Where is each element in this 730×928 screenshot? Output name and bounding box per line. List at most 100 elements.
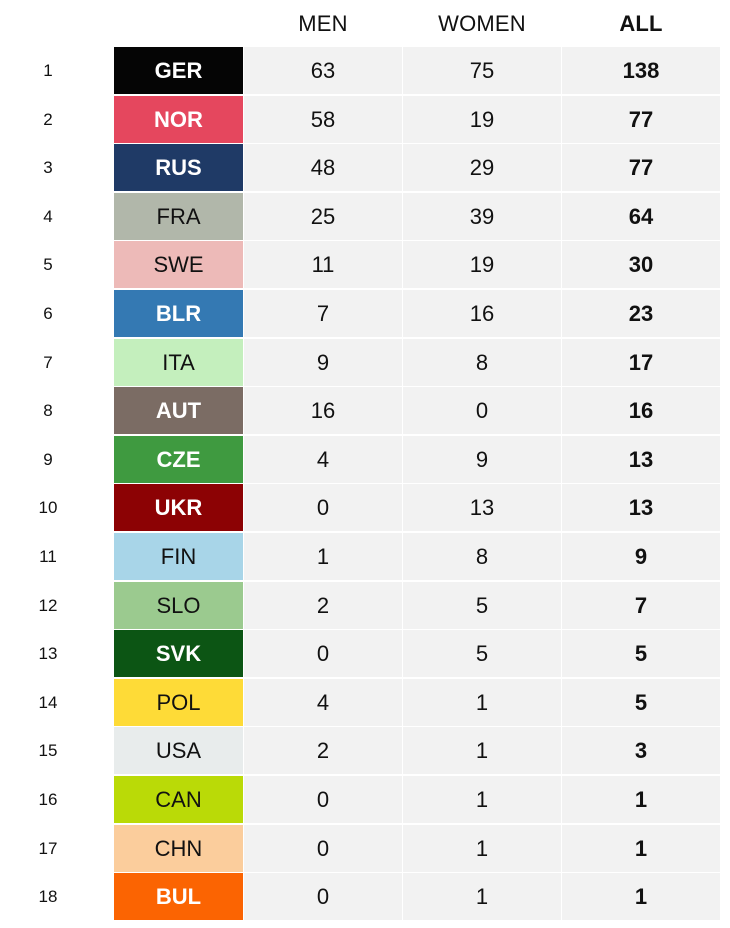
women-value: 1 bbox=[403, 776, 561, 823]
country-cell: SWE bbox=[114, 241, 243, 289]
men-value: 48 bbox=[244, 144, 402, 192]
all-value: 1 bbox=[562, 824, 720, 872]
country-cell: BUL bbox=[114, 873, 243, 921]
women-value: 19 bbox=[403, 241, 561, 289]
men-value: 1 bbox=[244, 533, 402, 580]
table-row: 3 RUS 48 29 77 bbox=[0, 144, 730, 192]
country-cell: FRA bbox=[114, 192, 243, 240]
men-value: 0 bbox=[244, 484, 402, 532]
men-value: 4 bbox=[244, 678, 402, 726]
rank-number: 12 bbox=[38, 595, 58, 615]
rank-number: 2 bbox=[43, 109, 53, 129]
women-value: 1 bbox=[403, 727, 561, 775]
header-women: WOMEN bbox=[438, 11, 526, 36]
women-value: 0 bbox=[403, 387, 561, 435]
women-value: 1 bbox=[403, 873, 561, 921]
country-cell: CZE bbox=[114, 435, 243, 483]
all-value: 7 bbox=[562, 581, 720, 629]
country-cell: BLR bbox=[114, 290, 243, 337]
all-value: 23 bbox=[562, 290, 720, 337]
women-value: 8 bbox=[403, 533, 561, 580]
women-value: 5 bbox=[403, 581, 561, 629]
table-row: 2 NOR 58 19 77 bbox=[0, 95, 730, 144]
table-row: 11 FIN 1 8 9 bbox=[0, 533, 730, 581]
country-cell: POL bbox=[114, 678, 243, 726]
rank-number: 3 bbox=[43, 158, 53, 178]
country-cell: NOR bbox=[114, 95, 243, 143]
men-value: 0 bbox=[244, 824, 402, 872]
men-value: 16 bbox=[244, 387, 402, 435]
table-row: 4 FRA 25 39 64 bbox=[0, 192, 730, 241]
country-cell: SLO bbox=[114, 581, 243, 629]
women-value: 39 bbox=[403, 192, 561, 240]
table-row: 9 CZE 4 9 13 bbox=[0, 435, 730, 484]
table-row: 18 BUL 0 1 1 bbox=[0, 873, 730, 921]
rank-number: 15 bbox=[38, 741, 58, 761]
rank-number: 11 bbox=[39, 547, 57, 566]
country-cell: FIN bbox=[114, 533, 243, 580]
women-value: 29 bbox=[403, 144, 561, 192]
all-value: 13 bbox=[562, 484, 720, 532]
women-value: 5 bbox=[403, 630, 561, 678]
table-row: 17 CHN 0 1 1 bbox=[0, 824, 730, 873]
men-value: 2 bbox=[244, 581, 402, 629]
men-value: 4 bbox=[244, 435, 402, 483]
table-row: 16 CAN 0 1 1 bbox=[0, 776, 730, 824]
men-value: 0 bbox=[244, 776, 402, 823]
all-value: 30 bbox=[562, 241, 720, 289]
women-value: 9 bbox=[403, 435, 561, 483]
all-value: 77 bbox=[562, 144, 720, 192]
men-value: 63 bbox=[244, 47, 402, 94]
all-value: 5 bbox=[562, 678, 720, 726]
men-value: 11 bbox=[244, 241, 402, 289]
women-value: 1 bbox=[403, 678, 561, 726]
country-cell: CAN bbox=[114, 776, 243, 823]
women-value: 8 bbox=[403, 338, 561, 386]
rank-number: 1 bbox=[43, 61, 53, 80]
rank-number: 7 bbox=[43, 352, 53, 372]
header-all: ALL bbox=[619, 11, 663, 36]
women-value: 19 bbox=[403, 95, 561, 143]
table-row: 12 SLO 2 5 7 bbox=[0, 581, 730, 630]
table-row: 6 BLR 7 16 23 bbox=[0, 290, 730, 338]
women-value: 75 bbox=[403, 47, 561, 94]
all-value: 3 bbox=[562, 727, 720, 775]
women-value: 13 bbox=[403, 484, 561, 532]
all-value: 138 bbox=[562, 47, 720, 94]
table-header: MEN WOMEN ALL bbox=[0, 0, 730, 47]
men-value: 2 bbox=[244, 727, 402, 775]
all-value: 9 bbox=[562, 533, 720, 580]
table-row: 1 GER 63 75 138 bbox=[0, 47, 730, 95]
country-cell: ITA bbox=[114, 338, 243, 386]
rank-number: 9 bbox=[43, 449, 53, 469]
men-value: 25 bbox=[244, 192, 402, 240]
rank-number: 4 bbox=[43, 206, 53, 226]
rank-number: 16 bbox=[38, 790, 58, 809]
all-value: 5 bbox=[562, 630, 720, 678]
header-men: MEN bbox=[298, 11, 348, 36]
table-row: 8 AUT 16 0 16 bbox=[0, 387, 730, 435]
all-value: 13 bbox=[562, 435, 720, 483]
men-value: 58 bbox=[244, 95, 402, 143]
table-row: 5 SWE 11 19 30 bbox=[0, 241, 730, 289]
country-cell: USA bbox=[114, 727, 243, 775]
all-value: 1 bbox=[562, 873, 720, 921]
country-cell: GER bbox=[114, 47, 243, 94]
country-cell: UKR bbox=[114, 484, 243, 532]
all-value: 17 bbox=[562, 338, 720, 386]
all-value: 77 bbox=[562, 95, 720, 143]
men-value: 9 bbox=[244, 338, 402, 386]
country-cell: SVK bbox=[114, 630, 243, 678]
rank-number: 18 bbox=[38, 887, 58, 907]
table-row: 14 POL 4 1 5 bbox=[0, 678, 730, 727]
rank-number: 8 bbox=[43, 401, 53, 421]
table-row: 13 SVK 0 5 5 bbox=[0, 630, 730, 678]
rank-number: 17 bbox=[38, 838, 58, 858]
women-value: 1 bbox=[403, 824, 561, 872]
country-cell: RUS bbox=[114, 144, 243, 192]
country-cell: AUT bbox=[114, 387, 243, 435]
rank-number: 6 bbox=[43, 304, 53, 323]
country-cell: CHN bbox=[114, 824, 243, 872]
rank-number: 10 bbox=[38, 498, 58, 518]
